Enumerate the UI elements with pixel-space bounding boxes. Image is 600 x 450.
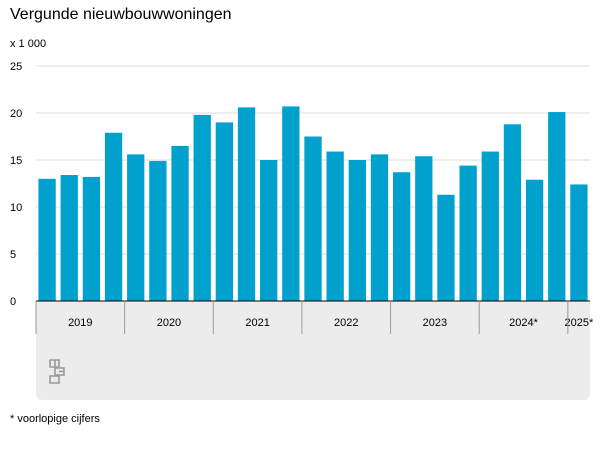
bar — [548, 112, 566, 301]
bar — [570, 184, 588, 301]
bar-chart: 0 5 10 15 20 25 2019 2020 2021 2022 2023 2024* 2025* — [10, 61, 594, 334]
bar — [370, 154, 389, 301]
bar — [282, 106, 300, 301]
bar — [481, 151, 499, 301]
bar — [215, 122, 234, 302]
y-axis-unit-label: x 1 000 — [10, 38, 47, 50]
bar — [60, 175, 78, 301]
bar — [503, 124, 522, 301]
footnote: * voorlopige cijfers — [10, 413, 100, 425]
bar — [38, 178, 56, 301]
bar — [127, 154, 145, 301]
y-tick-label: 5 — [10, 249, 16, 261]
bar — [459, 165, 477, 301]
bar — [304, 136, 322, 301]
bar — [348, 160, 366, 301]
x-year-label: 2020 — [157, 317, 181, 329]
x-year-label: 2023 — [423, 317, 447, 329]
bar — [415, 156, 433, 301]
bar — [326, 151, 344, 301]
x-axis-band — [36, 301, 590, 334]
bar — [104, 132, 123, 301]
bar — [171, 145, 189, 301]
x-year-label: 2025* — [565, 317, 594, 329]
y-tick-label: 0 — [10, 296, 16, 308]
bar — [82, 176, 101, 301]
x-year-label: 2021 — [245, 317, 269, 329]
x-year-label: 2019 — [68, 317, 92, 329]
chart-title: Vergunde nieuwbouwwoningen — [10, 6, 232, 23]
bar — [437, 194, 455, 301]
y-tick-label: 15 — [10, 155, 22, 167]
cbs-logo-icon — [47, 358, 67, 386]
chart-footer-panel — [36, 334, 590, 400]
bar — [525, 179, 544, 301]
bar — [260, 160, 278, 301]
y-tick-label: 10 — [10, 202, 22, 214]
bar — [193, 114, 211, 301]
y-tick-label: 25 — [10, 61, 22, 73]
bar — [237, 107, 256, 301]
bar — [149, 160, 167, 301]
x-year-label: 2024* — [509, 317, 538, 329]
bar — [392, 172, 411, 301]
y-tick-label: 20 — [10, 108, 22, 120]
x-year-label: 2022 — [334, 317, 358, 329]
